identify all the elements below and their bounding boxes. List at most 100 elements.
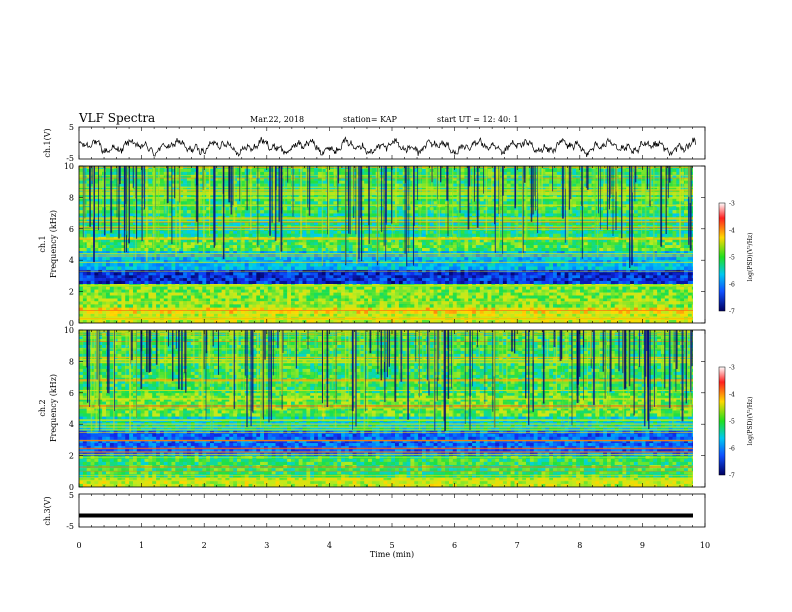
spectrogram-cell [610, 313, 616, 317]
spectrogram-cell [198, 295, 203, 299]
spectrogram-cell [630, 292, 635, 296]
spectrogram-cell [533, 307, 538, 311]
spectrogram-cell [140, 266, 145, 270]
spectrogram-cell [325, 313, 330, 317]
spectrogram-cell [156, 275, 161, 279]
spectrogram-cell [684, 298, 689, 302]
spectrogram-cell [113, 313, 118, 317]
spectrogram-cell [317, 295, 323, 299]
spectrogram-cell [545, 257, 550, 261]
spectrogram-cell [460, 245, 465, 249]
spectrogram-cell [472, 295, 477, 299]
spectrogram-cell [213, 292, 219, 296]
spectrogram-cell [526, 248, 531, 252]
spectrogram-cell [279, 266, 284, 270]
spectrogram-cell [302, 263, 307, 267]
spectrogram-cell [599, 278, 604, 282]
spectrogram-cell [587, 250, 592, 255]
spectrogram-cell [526, 239, 531, 243]
spectrogram-cell [479, 242, 485, 246]
spectrogram-cell [564, 266, 569, 270]
spectrogram-cell [491, 248, 496, 252]
spectrogram-cell [410, 319, 415, 323]
spectrogram-cell [171, 213, 176, 217]
spectrogram-cell [125, 248, 130, 252]
spectrogram-cell [198, 213, 203, 217]
spectrogram-cell [329, 248, 334, 252]
spectrogram-cell [194, 278, 199, 282]
spectrogram-cell [113, 239, 118, 243]
spectrogram-cell [549, 266, 554, 270]
spectrogram-cell [398, 213, 404, 217]
spectrogram-cell [445, 280, 450, 284]
spectrogram-cell [687, 292, 693, 296]
spectrogram-cell [159, 278, 165, 282]
spectrogram-cell [556, 304, 562, 308]
spectrogram-cell [529, 272, 535, 276]
spectrogram-cell [572, 245, 577, 249]
spectrogram-cell [591, 278, 596, 282]
spectrogram-cell [364, 248, 369, 252]
spectrogram-cell [175, 266, 180, 270]
spectrogram-cell [533, 272, 538, 276]
spectrogram-cell [398, 257, 404, 261]
spectrogram-cell [398, 242, 404, 246]
spectrogram-cell [572, 266, 577, 270]
spectrogram-cell [82, 257, 88, 261]
spectrogram-cell [298, 295, 303, 299]
spectrogram-cell [210, 257, 215, 261]
spectrogram-cell [352, 248, 357, 252]
spectrogram-cell [614, 295, 619, 299]
spectrogram-cell [237, 286, 242, 290]
spectrogram-cell [206, 263, 211, 267]
spectrogram-cell [260, 257, 265, 261]
spectrogram-cell [113, 275, 118, 279]
spectrogram-cell [591, 319, 596, 323]
spectrogram-cell [109, 275, 115, 279]
spectrogram-cell [422, 266, 427, 270]
spectrogram-cell [425, 263, 431, 267]
spectrogram-cell [591, 289, 596, 293]
spectrogram-cell [464, 275, 469, 279]
spectrogram-cell [206, 298, 211, 302]
spectrogram-cell [98, 310, 103, 314]
spectrogram-cell [564, 292, 569, 296]
spectrogram-cell [676, 295, 681, 299]
spectrogram-cell [452, 289, 458, 293]
spectrogram-cell [194, 286, 199, 290]
spectrogram-cell [529, 263, 535, 267]
spectrogram-cell [641, 307, 646, 311]
spectrogram-cell [387, 245, 392, 249]
spectrogram-cell [106, 257, 111, 261]
spectrogram-cell [391, 304, 396, 308]
spectrogram-cell [217, 313, 222, 317]
spectrogram-cell [186, 257, 192, 261]
spectrogram-cell [152, 298, 157, 302]
spectrogram-cell [148, 257, 153, 261]
spectrogram-cell [676, 310, 681, 314]
spectrogram-cell [240, 289, 246, 293]
spectrogram-cell [460, 289, 465, 293]
spectrogram-cell [464, 310, 469, 314]
spectrogram-cell [649, 275, 654, 279]
spectrogram-cell [229, 319, 234, 323]
spectrogram-cell [260, 304, 265, 308]
spectrogram-cell [244, 250, 249, 255]
spectrogram-cell [622, 272, 627, 276]
spectrogram-cell [341, 292, 346, 296]
spectrogram-cell [202, 307, 207, 311]
spectrogram-cell [287, 278, 292, 282]
spectrogram-cell [510, 257, 515, 261]
spectrogram-cell [217, 292, 222, 296]
spectrogram-cell [271, 239, 276, 243]
station-label: station= KAP [343, 115, 398, 124]
spectrogram-cell [356, 272, 361, 276]
spectrogram-cell [375, 313, 380, 317]
spectrogram-cell [599, 275, 604, 279]
spectrogram-cell [317, 286, 323, 290]
spectrogram-cell [133, 292, 138, 296]
spectrogram-cell [267, 248, 273, 252]
spectrogram-cell [533, 266, 538, 270]
spectrogram-cell [306, 248, 311, 252]
spectrogram-cell [183, 310, 188, 314]
